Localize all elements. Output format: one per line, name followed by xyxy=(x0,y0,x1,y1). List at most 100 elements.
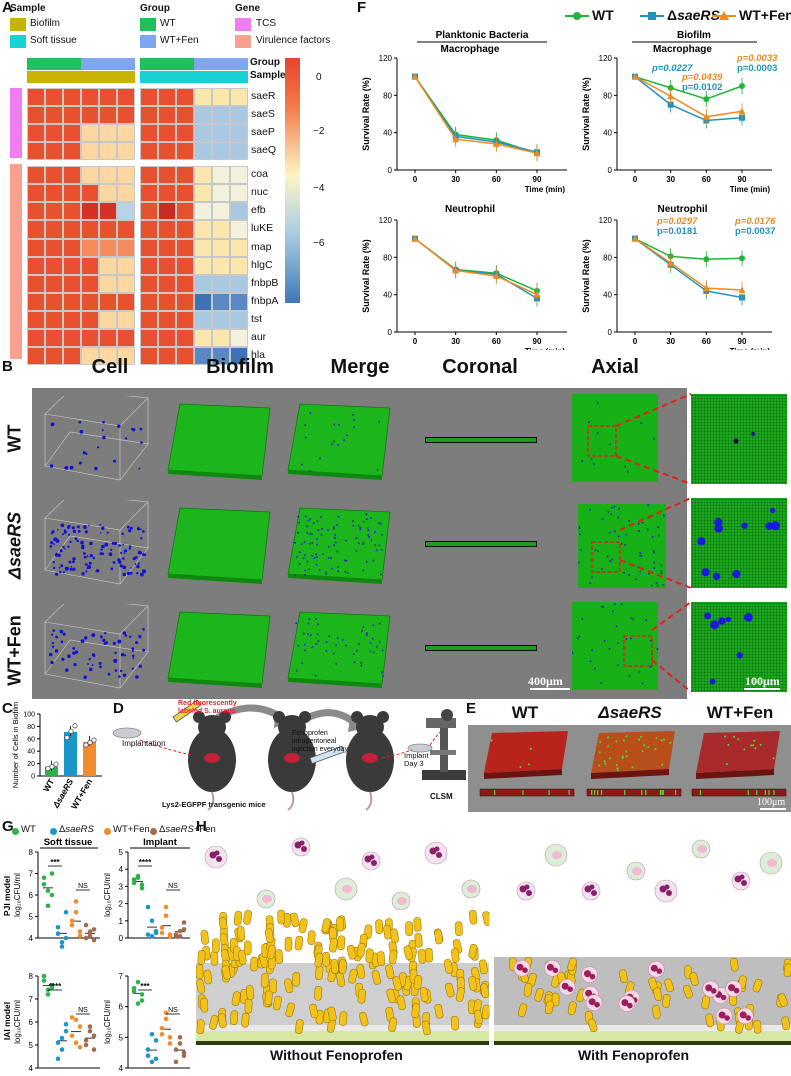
g-point-2-1-2 xyxy=(63,1028,69,1034)
heatmap-left-cell-saeQ-2 xyxy=(63,142,81,161)
g-point-2-1-1 xyxy=(59,1047,65,1052)
f-point-3-0-2 xyxy=(703,256,710,263)
heatmap-left-cell-efb-1 xyxy=(45,202,63,221)
g-point-3-2-3 xyxy=(159,1025,165,1031)
heatmap-right-cell-fnbpA-3 xyxy=(194,292,212,311)
panel-b-header-biofilm: Biofilm xyxy=(206,356,274,378)
g-point-3-1-4 xyxy=(149,1031,155,1037)
panel-b-cell-wireframe-saers xyxy=(44,493,149,585)
heatmap-left-cell-saeS-1 xyxy=(45,106,63,125)
f-point-2-2-0 xyxy=(411,235,419,242)
heatmap-right-cell-aur-5 xyxy=(230,328,248,347)
heatmap-right-cell-map-3 xyxy=(194,238,212,257)
f-xtick-0-1: 30 xyxy=(451,175,460,184)
g-point-0-3-5 xyxy=(91,927,97,932)
panel-f-charts: Planktonic Bacteria Biofilm Macrophage 0 40 8… xyxy=(361,30,778,350)
g-point-0-0-3 xyxy=(41,875,47,881)
g-point-3-1-0 xyxy=(145,1047,151,1052)
f-subplot-title-0: Macrophage xyxy=(441,44,500,55)
panel-h-label-without: Without Fenoprofen xyxy=(270,1047,403,1063)
g-point-0-2-1 xyxy=(73,909,79,915)
heatmap-right-cell-saeQ-4 xyxy=(212,142,230,161)
f-col-title-biofilm: Biofilm xyxy=(677,30,711,41)
heatmap-right-cell-nuc-1 xyxy=(158,184,176,203)
panel-h-label-with: With Fenoprofen xyxy=(578,1047,690,1063)
heatmap-left-cell-nuc-4 xyxy=(99,184,117,203)
panel-b-cell-wt xyxy=(40,389,150,484)
heatmap-right-cell-tst-3 xyxy=(194,310,212,329)
f-point-1-2-2 xyxy=(702,113,710,120)
legend-sample-swatch-softtissue xyxy=(10,35,26,48)
heatmap-right-cell-map-0 xyxy=(140,238,158,257)
panel-d-red-label: Red fluorescently labeled S. aureus xyxy=(178,700,237,715)
f-ylabel-3: Survival Rate (%) xyxy=(581,239,591,313)
panel-b-biofilm-slab-wt xyxy=(167,403,271,480)
heatmap-right-cell-saeS-5 xyxy=(230,106,248,125)
annot-label-sample: Sample xyxy=(250,70,286,81)
heatmap-left-cell-fnbpB-0 xyxy=(27,274,45,293)
f-xlabel-2: Time (min) xyxy=(525,347,566,350)
panel-b-axial-roi-wtfen xyxy=(623,635,653,667)
g-col-title-implant: Implant xyxy=(143,837,178,848)
heatmap-right-cell-hlgC-5 xyxy=(230,256,248,275)
f-ytick-2-2: 80 xyxy=(383,253,392,262)
heatmap-left-cell-fnbpB-2 xyxy=(63,274,81,293)
g-point-2-2-5 xyxy=(77,1045,83,1050)
g-ytick-3-0: 4 xyxy=(119,1064,124,1073)
panel-e-slab-0 xyxy=(479,731,575,797)
heatmap-right-cell-saeQ-0 xyxy=(140,142,158,161)
heatmap-right-cell-aur-1 xyxy=(158,328,176,347)
g-point-1-2-3 xyxy=(159,925,165,930)
annot-group-bar-right xyxy=(140,58,248,70)
g-ytick-2-3: 7 xyxy=(29,995,34,1004)
heatmap-right-cell-nuc-2 xyxy=(176,184,194,203)
c-ytick-2: 40 xyxy=(27,749,35,756)
gene-type-bar-virulence xyxy=(10,164,22,359)
heatmap-right-cell-luKE-3 xyxy=(194,220,212,239)
heatmap-left-cell-hlgC-3 xyxy=(81,256,99,275)
heatmap-right-cell-saeP-5 xyxy=(230,124,248,143)
h-immune-cell-12 xyxy=(654,879,678,903)
f-series-line-3-1 xyxy=(634,238,743,299)
heatmap-left-cell-saeP-3 xyxy=(81,124,99,143)
g-point-2-0-5 xyxy=(49,985,55,990)
panel-e-scalebar-label: 100μm xyxy=(757,797,786,808)
mouse-2 xyxy=(268,711,316,811)
f-point-1-2-1 xyxy=(667,92,675,100)
heatmap-right-cell-saeR-2 xyxy=(176,88,194,107)
g-point-1-0-3 xyxy=(131,877,137,882)
g-point-0-0-4 xyxy=(45,903,51,909)
f-col-title-planktonic: Planktonic Bacteria xyxy=(436,30,529,41)
f-point-3-2-2 xyxy=(702,284,710,292)
f-pvalue-neutrophil-1: p=0.0181 xyxy=(657,226,698,237)
g-point-2-3-2 xyxy=(91,1033,97,1039)
gene-label-map: map xyxy=(251,240,272,253)
heatmap-right-cell-fnbpB-2 xyxy=(176,274,194,293)
panel-d-implantation: Implantation xyxy=(122,739,166,748)
heatmap-left-cell-fnbpB-1 xyxy=(45,274,63,293)
heatmap-right-cell-tst-5 xyxy=(230,310,248,329)
heatmap-right-cell-map-5 xyxy=(230,238,248,257)
panel-b-connector-bottom-1 xyxy=(619,559,692,589)
g-point-0-0-2 xyxy=(49,871,55,876)
legend-group-title: Group xyxy=(140,3,170,14)
heatmap-right-cell-efb-1 xyxy=(158,202,176,221)
g-point-3-1-5 xyxy=(153,1056,159,1062)
panel-label-c: C xyxy=(2,700,13,717)
heatmap-right-cell-hla-0 xyxy=(140,346,158,366)
f-point-0-2-2 xyxy=(492,140,500,147)
g-point-3-3-4 xyxy=(177,1035,183,1040)
heatmap-right-cell-tst-1 xyxy=(158,310,176,329)
f-point-3-2-0 xyxy=(631,235,639,242)
panel-d-implant-day: Implant Day 3 xyxy=(404,751,429,768)
annot-label-group: Group xyxy=(250,57,280,68)
panel-b-biofilm-wtfen xyxy=(160,604,280,694)
heatmap-left-cell-saeR-5 xyxy=(117,88,135,107)
heatmap-left-cell-fnbpA-5 xyxy=(117,292,135,311)
heatmap-right-cell-fnbpB-4 xyxy=(212,274,230,293)
c-point-1-1 xyxy=(68,728,74,734)
panel-b-axial-wt xyxy=(572,394,658,482)
g-point-0-3-3 xyxy=(83,922,89,928)
heatmap-right-cell-saeS-4 xyxy=(212,106,230,125)
